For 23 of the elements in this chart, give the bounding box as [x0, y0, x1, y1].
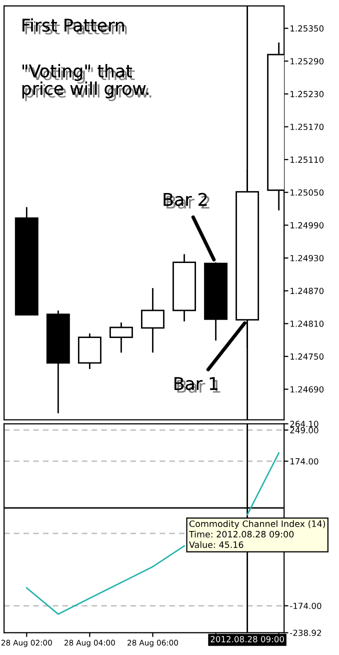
y-tick-label: 1.24690 [290, 386, 324, 393]
y-tick-label: 1.24930 [290, 254, 324, 262]
y-tick-label: 1.25350 [290, 25, 324, 32]
annotation: Bar 1 [174, 377, 220, 393]
ref-line-label: 2012.08.28 09:00 [210, 636, 284, 642]
y-tick-label: 249.00 [290, 427, 318, 434]
annotation: "Voting" that price will grow. [22, 64, 152, 102]
y-tick-label: 1.24870 [290, 288, 324, 294]
y-tick-label: 1.25050 [290, 189, 324, 196]
y-tick-label: 174.00 [290, 458, 318, 464]
y-tick-label: 264.10 [290, 420, 318, 428]
annotation: Bar 2 [164, 192, 210, 209]
y-tick-label: 1.24990 [290, 222, 324, 228]
y-tick-label: 1.25230 [290, 90, 324, 98]
y-tick-label: 1.24810 [290, 320, 324, 327]
annotation: First Pattern [22, 18, 127, 35]
y-tick-label: 1.25110 [290, 156, 324, 163]
y-tick-label: 1.25290 [290, 58, 324, 64]
y-tick-label: 1.25170 [290, 124, 324, 130]
annotation: Commodity Channel Index (14) Time: 2012.08.28 09:00 Value: 45.16 [188, 520, 325, 548]
y-tick-label: 1.24750 [290, 353, 324, 360]
y-tick-label: -174.00 [290, 602, 322, 610]
y-tick-label: -238.92 [290, 630, 321, 636]
